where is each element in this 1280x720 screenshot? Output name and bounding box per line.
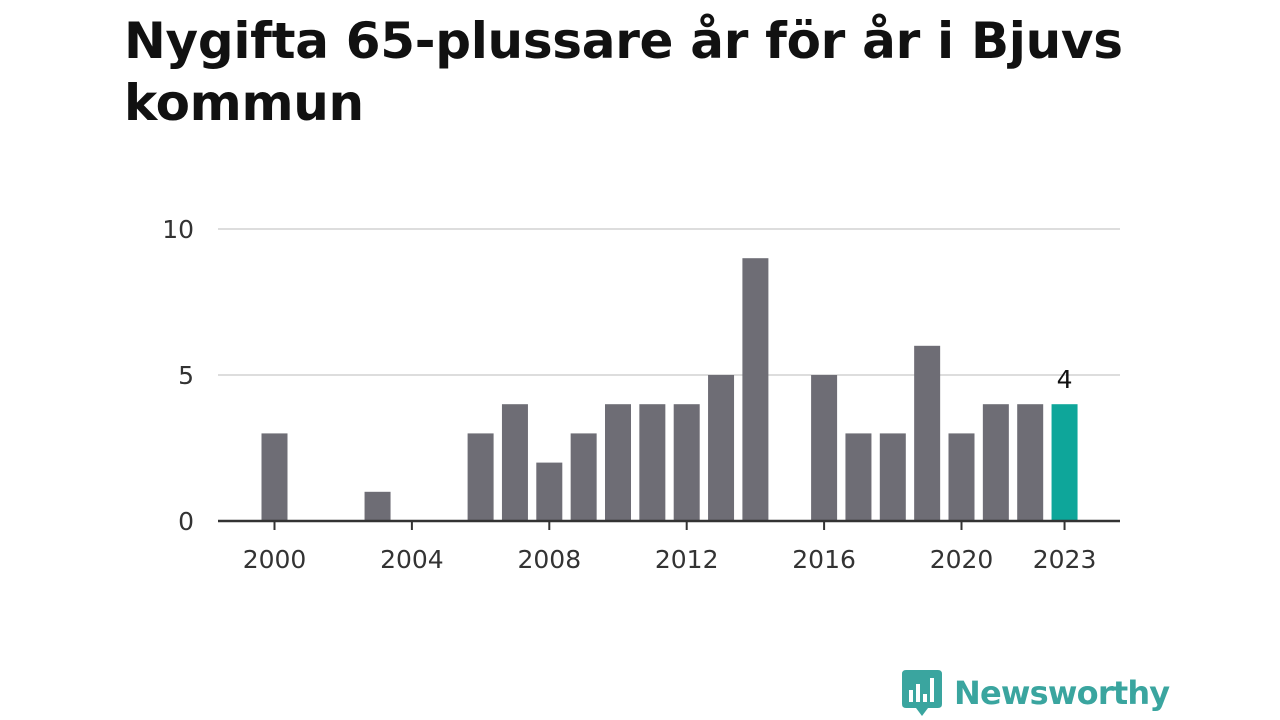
- bar-2006: [467, 433, 494, 521]
- y-tick-label: 0: [178, 507, 194, 536]
- bar-2012: [673, 404, 700, 521]
- x-tick-label: 2008: [517, 545, 581, 574]
- newsworthy-logo-icon: [902, 670, 942, 716]
- brand-name: Newsworthy: [954, 674, 1170, 712]
- bar-2020: [948, 433, 975, 521]
- x-tick-label: 2020: [930, 545, 994, 574]
- y-tick-label: 5: [178, 361, 194, 390]
- grid-lines: [218, 228, 1120, 376]
- y-tick-label: 10: [162, 215, 194, 244]
- bar-2000: [261, 433, 288, 521]
- x-tick-label: 2012: [655, 545, 719, 574]
- data-labels: 4: [1057, 365, 1073, 394]
- x-tick-label: 2000: [243, 545, 307, 574]
- bar-2010: [605, 404, 631, 521]
- bar-2022: [1017, 404, 1044, 521]
- x-tick-label: 2023: [1033, 545, 1097, 574]
- bar-2023: [1051, 404, 1078, 521]
- chart-title: Nygifta 65-plussare år för år i Bjuvs ko…: [124, 12, 1123, 132]
- bar-2017: [845, 433, 872, 521]
- x-tick-label: 2004: [380, 545, 444, 574]
- bar-2003: [364, 491, 391, 521]
- newsworthy-brand: Newsworthy: [902, 670, 1170, 716]
- y-axis-tick-labels: 0 5 10: [162, 215, 194, 536]
- x-axis-ticks: 2000 2004 2008 2012 2016 2020 2023: [243, 521, 1097, 574]
- bar-2021: [982, 404, 1009, 521]
- x-tick-label: 2016: [792, 545, 856, 574]
- bar-2018: [879, 433, 906, 521]
- bar-2014: [742, 258, 769, 521]
- bar-2011: [639, 404, 666, 521]
- bars: [261, 258, 1078, 521]
- data-label-2023: 4: [1057, 365, 1073, 394]
- bar-2019: [914, 345, 941, 521]
- bar-2007: [501, 404, 528, 521]
- bar-2008: [536, 462, 563, 521]
- bar-2013: [708, 375, 735, 521]
- bar-2009: [570, 433, 597, 521]
- bar-2016: [811, 375, 838, 521]
